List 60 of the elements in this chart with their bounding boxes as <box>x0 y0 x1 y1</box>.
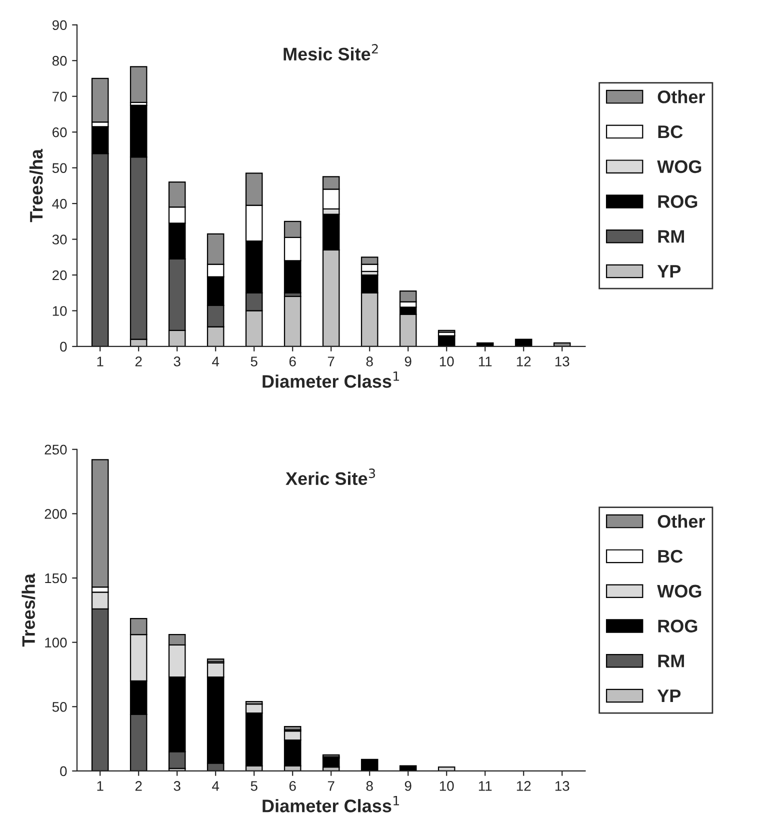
legend-label: YP <box>657 265 681 278</box>
y-tick-label: 10 <box>52 306 67 316</box>
x-tick-label: 13 <box>555 781 570 791</box>
legend-label: RM <box>658 654 684 668</box>
x-tick-label: 12 <box>516 781 531 791</box>
x-tick-label: 12 <box>516 356 531 366</box>
legend-label: BC <box>658 125 683 138</box>
x-tick-label: 11 <box>478 781 492 791</box>
x-tick-label: 7 <box>328 356 334 366</box>
x-tick-label: 3 <box>174 781 180 791</box>
text: Mesic Site$^{2}$ <box>284 44 378 61</box>
x-tick-label: 10 <box>440 356 454 366</box>
y-axis-title: Trees/ha <box>29 148 43 222</box>
x-tick-label: 5 <box>250 781 258 791</box>
x-tick-label: 9 <box>404 781 412 791</box>
x-tick-label: 7 <box>328 781 334 791</box>
legend-label: WOG <box>657 160 702 174</box>
legend-label: ROG <box>658 620 698 632</box>
y-tick-label: 150 <box>45 573 67 584</box>
x-tick-label: 1 <box>97 781 104 791</box>
x-tick-label: 4 <box>212 781 220 791</box>
y-tick-label: 70 <box>52 92 67 102</box>
y-tick-label: 0 <box>60 766 67 776</box>
y-tick-label: 50 <box>52 163 67 173</box>
y-tick-label: 100 <box>45 638 67 648</box>
x-axis-title: Diameter Class$^{1}$ <box>262 372 400 388</box>
x-tick-label: 9 <box>404 356 412 366</box>
x-tick-label: 8 <box>366 781 373 791</box>
x-tick-label: 6 <box>289 356 296 366</box>
legend-label: BC <box>658 550 683 563</box>
y-tick-label: 0 <box>60 342 67 352</box>
y-tick-label: 40 <box>52 198 67 209</box>
legend-label: Other <box>658 514 705 528</box>
x-tick-label: 3 <box>174 356 180 366</box>
x-tick-label: 8 <box>366 356 373 366</box>
legend-label: RM <box>658 230 684 243</box>
y-tick-label: 50 <box>52 702 67 712</box>
x-tick-label: 5 <box>250 356 258 366</box>
legend-label: YP <box>657 690 681 702</box>
x-tick-label: 10 <box>440 781 454 791</box>
y-tick-label: 60 <box>52 127 67 138</box>
legend-label: WOG <box>657 584 702 598</box>
y-axis-title: Trees/ha <box>22 573 36 647</box>
y-tick-label: 30 <box>52 234 67 244</box>
y-tick-label: 250 <box>44 444 67 455</box>
text: Xeric Site$^{3}$ <box>286 468 376 486</box>
y-tick-label: 20 <box>52 270 67 280</box>
y-tick-label: 200 <box>44 509 67 519</box>
x-tick-label: 2 <box>135 781 142 791</box>
x-tick-label: 4 <box>212 356 220 366</box>
x-tick-label: 2 <box>135 356 142 366</box>
x-tick-label: 6 <box>289 781 296 791</box>
y-tick-label: 90 <box>52 20 67 30</box>
x-tick-label: 1 <box>97 356 104 366</box>
x-tick-label: 11 <box>478 356 492 366</box>
legend-label: ROG <box>658 195 698 208</box>
y-tick-label: 80 <box>52 56 67 66</box>
legend-label: Other <box>658 90 705 104</box>
x-axis-title: Diameter Class$^{1}$ <box>262 796 400 812</box>
x-tick-label: 13 <box>555 356 570 366</box>
